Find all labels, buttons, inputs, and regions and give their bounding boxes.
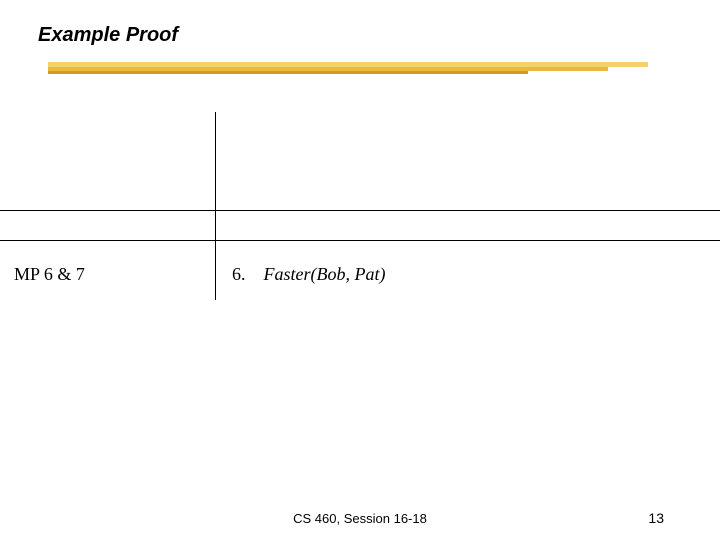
proof-statement-cell: 6. Faster(Bob, Pat) bbox=[232, 264, 385, 285]
page-number: 13 bbox=[648, 510, 664, 526]
proof-rule-cell: MP 6 & 7 bbox=[14, 264, 85, 285]
slide-container: Example Proof MP 6 & 7 6. Faster(Bob, Pa… bbox=[0, 0, 720, 540]
proof-args: (Bob, Pat) bbox=[311, 264, 386, 284]
slide-footer: CS 460, Session 16-18 bbox=[0, 511, 720, 526]
table-vertical-line bbox=[215, 112, 216, 300]
underline-seg-2 bbox=[48, 71, 528, 74]
proof-predicate: Faster bbox=[264, 264, 311, 284]
proof-step-number: 6. bbox=[232, 264, 246, 284]
proof-rule-text: MP 6 & 7 bbox=[14, 264, 85, 284]
table-hline-1 bbox=[0, 240, 720, 241]
page-title: Example Proof bbox=[38, 24, 178, 47]
table-hline-0 bbox=[0, 210, 720, 211]
